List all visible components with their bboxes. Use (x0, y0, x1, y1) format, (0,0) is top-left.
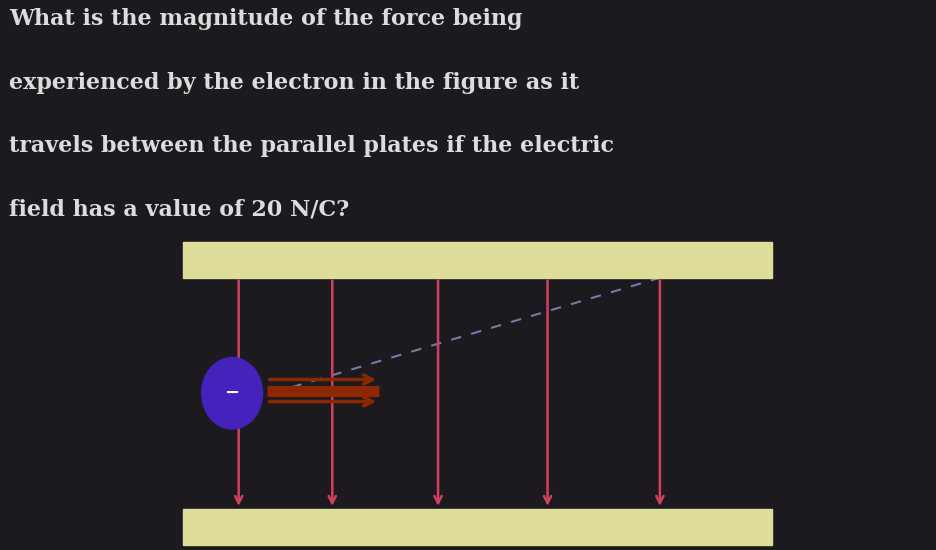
Bar (183, 242, 772, 278)
Text: What is the magnitude of the force being: What is the magnitude of the force being (9, 8, 523, 30)
Text: travels between the parallel plates if the electric: travels between the parallel plates if t… (9, 135, 614, 157)
Text: experienced by the electron in the figure as it: experienced by the electron in the figur… (9, 72, 579, 94)
Text: −: − (225, 384, 240, 402)
Text: field has a value of 20 N/C?: field has a value of 20 N/C? (9, 198, 350, 220)
Bar (183, 509, 772, 544)
Ellipse shape (202, 358, 262, 429)
